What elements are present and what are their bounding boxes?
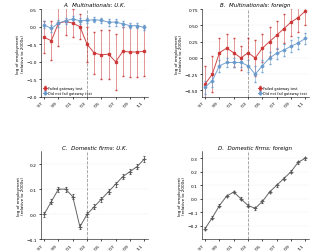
Y-axis label: log of employment
(relative to 2000s): log of employment (relative to 2000s) <box>178 176 186 215</box>
Title: C.  Domestic firms: U.K.: C. Domestic firms: U.K. <box>61 145 127 150</box>
Legend: Failed gateway test, Did not fail gateway test: Failed gateway test, Did not fail gatewa… <box>257 86 307 96</box>
Title: B.  Multinationals: foreign: B. Multinationals: foreign <box>220 3 290 8</box>
Y-axis label: log of employment
(relative to 2000s): log of employment (relative to 2000s) <box>17 35 25 73</box>
Title: A.  Multinationals: U.K.: A. Multinationals: U.K. <box>63 3 125 8</box>
Y-axis label: log of employment
(relative to 2000s): log of employment (relative to 2000s) <box>175 35 183 73</box>
Legend: Failed gateway test, Did not fail gateway test: Failed gateway test, Did not fail gatewa… <box>42 86 92 96</box>
Y-axis label: log of employment
(relative to 2000s): log of employment (relative to 2000s) <box>17 176 25 215</box>
Title: D.  Domestic firms: foreign: D. Domestic firms: foreign <box>218 145 292 150</box>
